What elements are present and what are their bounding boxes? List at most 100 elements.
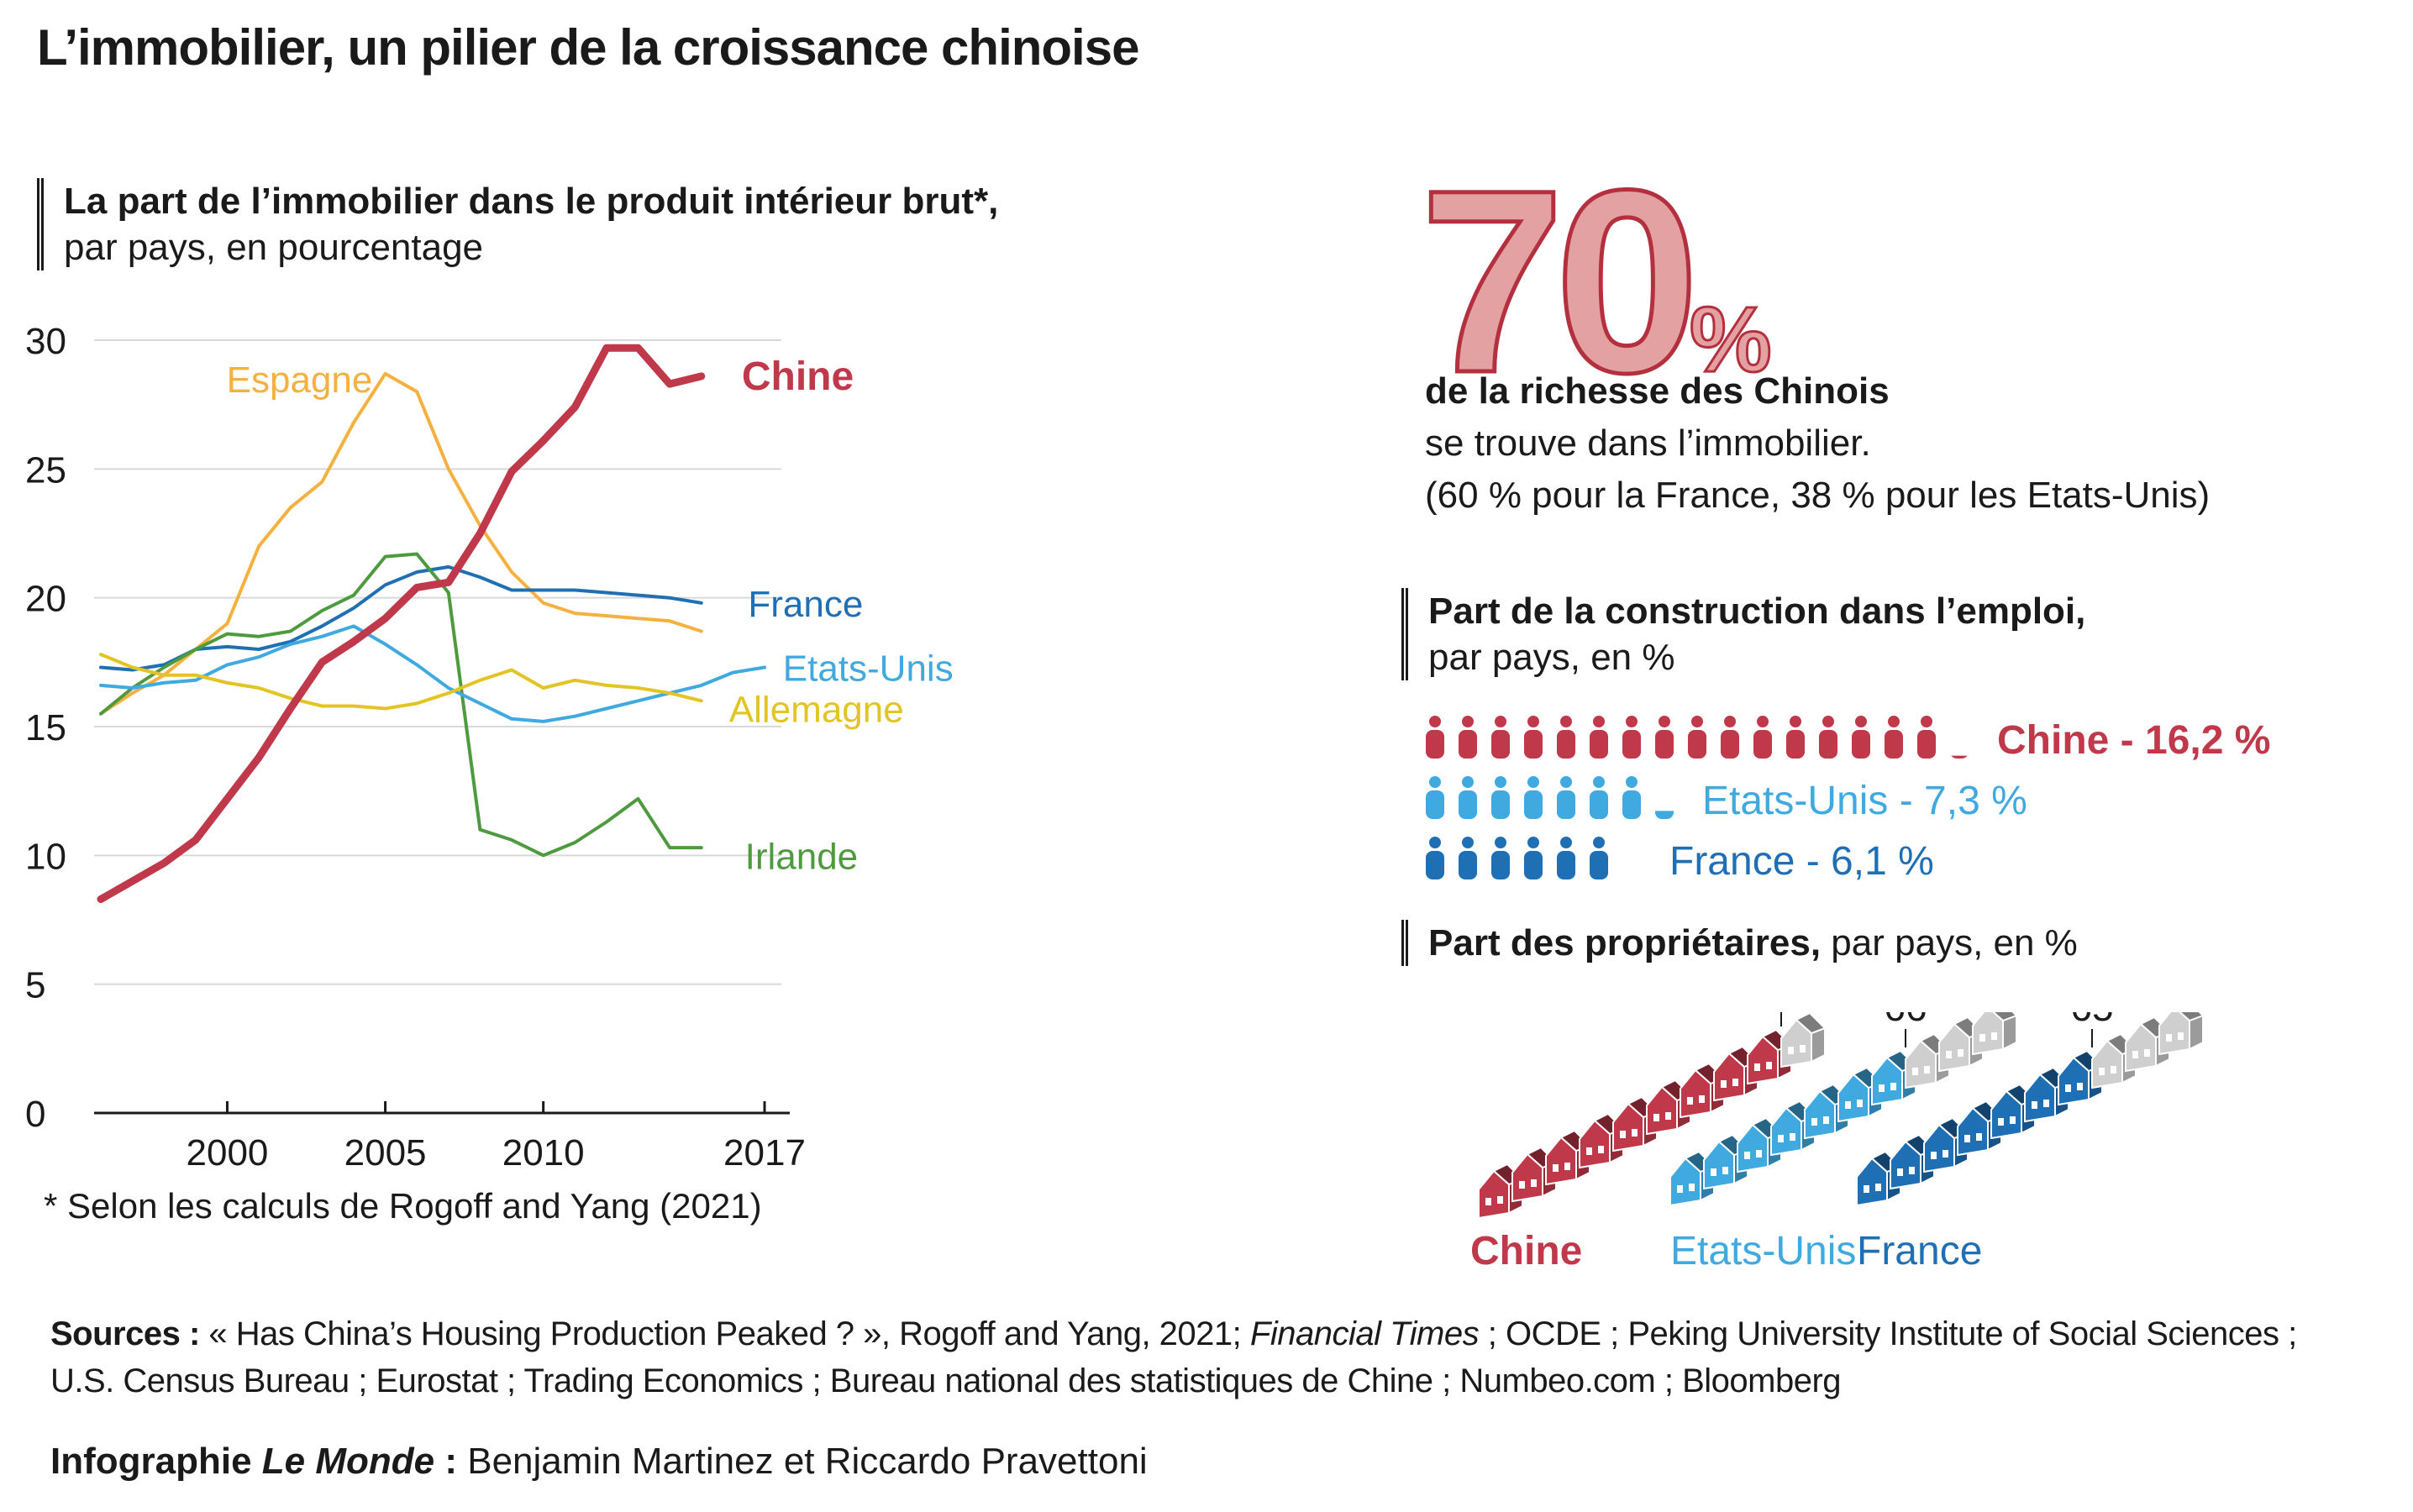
person-icon (1721, 716, 1739, 759)
person-icon (1852, 716, 1870, 759)
y-tick-label: 10 (25, 836, 66, 877)
sources-part-1: « Has China’s Housing Production Peaked … (199, 1315, 1250, 1352)
person-icon (1753, 716, 1772, 759)
person-icon (1426, 837, 1444, 879)
person-icon (1426, 776, 1444, 819)
employment-row: Chine - 16,2 % (1420, 710, 2270, 770)
y-tick-label: 0 (25, 1094, 45, 1135)
person-icon (1688, 716, 1706, 759)
owner-category-label: Etats-Unis (1670, 1229, 1856, 1273)
wealth-line-3: (60 % pour la France, 38 % pour les Etat… (1425, 475, 2211, 516)
employment-pictogram (1426, 776, 1674, 819)
person-icon (1819, 716, 1837, 759)
employment-label: Etats-Unis - 7,3 % (1702, 778, 2027, 823)
person-icon (1885, 716, 1903, 759)
series-label-chine: Chine (742, 354, 854, 399)
wealth-text: de la richesse des Chinois se trouve dan… (1425, 365, 2210, 522)
series-line-espagne (99, 371, 703, 716)
person-icon (1557, 716, 1575, 759)
person-icon (1786, 716, 1805, 759)
page-title: L’immobilier, un pilier de la croissance… (37, 19, 1139, 76)
series-line-france (99, 564, 703, 672)
house-icon (1837, 1066, 1884, 1123)
employment-section-heading: Part de la construction dans l’emploi, p… (1401, 588, 2085, 680)
x-tick-label: 2005 (344, 1132, 427, 1173)
credit-names: Benjamin Martinez et Riccardo Pravettoni (457, 1441, 1148, 1482)
owners-subheading: par pays, en % (1821, 922, 2078, 963)
gdp-subheading: par pays, en pourcentage (64, 227, 484, 268)
person-icon (1622, 776, 1641, 819)
person-icon (1524, 776, 1543, 819)
person-icon (1622, 837, 1641, 879)
y-tick-label: 20 (25, 579, 66, 620)
series-line-irlande (99, 552, 703, 858)
employment-pictogram (1426, 837, 1641, 879)
wealth-figure: 70% (1418, 149, 1774, 413)
person-icon (1491, 776, 1510, 819)
x-tick-label: 2010 (502, 1132, 585, 1173)
person-icon (1590, 837, 1608, 879)
owner-category-label: France (1857, 1229, 1982, 1273)
wealth-line-1: de la richesse des Chinois (1425, 370, 1890, 412)
sources: Sources : « Has China’s Housing Producti… (50, 1310, 2369, 1404)
y-tick-label: 5 (25, 965, 45, 1006)
series-label-espagne: Espagne (227, 360, 373, 401)
person-icon (1491, 837, 1510, 879)
owners-heading: Part des propriétaires, (1428, 922, 1822, 963)
employment-heading: Part de la construction dans l’emploi, (1428, 591, 2086, 632)
employment-subheading: par pays, en % (1428, 637, 1675, 678)
gdp-section-heading: La part de l’immobilier dans le produit … (37, 178, 998, 270)
employment-label: Chine - 16,2 % (1997, 717, 2271, 763)
person-icon (1655, 811, 1674, 819)
person-icon (1951, 755, 1968, 759)
person-icon (1557, 776, 1575, 819)
employment-pictogram-rows: Chine - 16,2 % Etats-Unis - 7,3 % France -… (1420, 710, 2270, 891)
person-icon (1426, 716, 1444, 759)
credit-prefix: Infographie (50, 1441, 262, 1482)
employment-row: Etats-Unis - 7,3 % (1420, 770, 2270, 831)
sources-line-2: U.S. Census Bureau ; Eurostat ; Trading … (50, 1362, 1842, 1399)
person-icon (1524, 716, 1543, 759)
person-icon (1459, 837, 1477, 879)
person-icon (1557, 837, 1575, 879)
owner-category-label: Chine (1470, 1229, 1582, 1273)
y-tick-label: 25 (25, 449, 66, 491)
house-icon (1780, 1012, 1827, 1068)
wealth-unit: % (1688, 287, 1773, 393)
person-icon (1524, 837, 1543, 879)
credit: Infographie Le Monde : Benjamin Martinez… (50, 1441, 1148, 1483)
house-icon (1972, 1012, 2018, 1056)
sources-financial-times: Financial Times (1249, 1315, 1480, 1352)
y-tick-label: 15 (25, 707, 66, 748)
x-tick-label: 2000 (187, 1132, 269, 1173)
series-line-etats-unis (99, 624, 766, 723)
y-tick-label: 30 (25, 321, 66, 362)
x-tick-label: 2017 (723, 1132, 806, 1173)
owners-section-heading: Part des propriétaires, par pays, en % (1401, 920, 2078, 966)
person-icon (1590, 716, 1608, 759)
employment-row: France - 6,1 % (1420, 831, 2270, 891)
wealth-value: 70 (1418, 135, 1702, 427)
employment-label: France - 6,1 % (1669, 838, 1934, 884)
person-icon (1622, 716, 1641, 759)
person-icon (1491, 716, 1510, 759)
person-icon (1459, 776, 1477, 819)
series-label-allemagne: Allemagne (729, 690, 904, 731)
series-label-irlande: Irlande (745, 836, 859, 877)
owners-house-chart: 90 %Chine66Etats-Unis65France (1470, 1012, 2205, 1273)
house-icon (2158, 1012, 2205, 1056)
person-icon (1655, 716, 1674, 759)
gdp-heading: La part de l’immobilier dans le produit … (64, 181, 999, 222)
wealth-line-2: se trouve dans l’immobilier. (1425, 423, 1871, 464)
series-line-chine (97, 344, 706, 903)
credit-paper: Le Monde (261, 1441, 435, 1482)
credit-separator: : (434, 1441, 457, 1482)
gdp-line-chart: 0 5 10 15 20 25 30 2000 2005 2010 2017 Espagne Franc… (25, 321, 954, 1173)
person-icon (1590, 776, 1608, 819)
series-label-etats-unis: Etats-Unis (783, 648, 954, 689)
employment-pictogram (1426, 716, 1968, 759)
owner-value-label: 66 (1884, 1012, 1927, 1029)
sources-part-2: ; OCDE ; Peking University Institute of … (1479, 1315, 2298, 1352)
gdp-footnote: * Selon les calculs de Rogoff and Yang (… (44, 1186, 762, 1226)
series-label-france: France (748, 584, 863, 625)
